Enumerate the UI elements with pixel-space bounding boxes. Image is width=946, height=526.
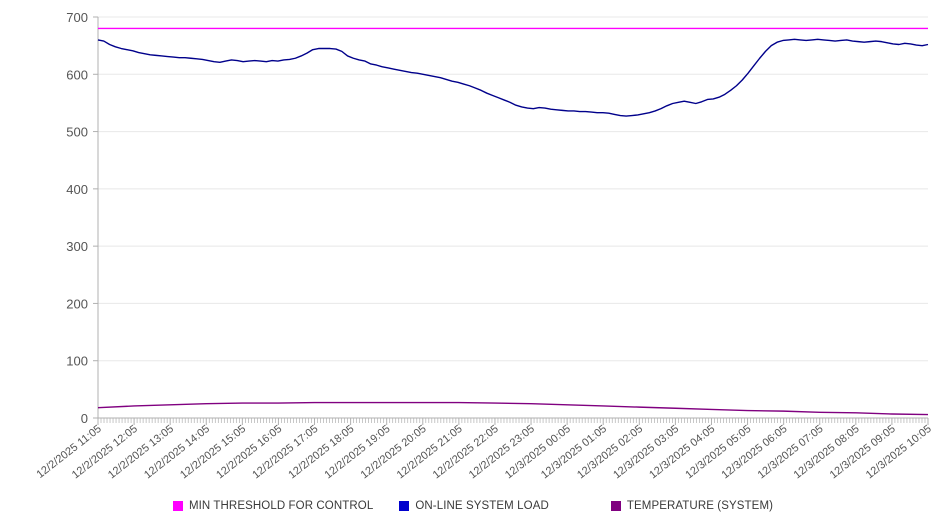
data-series-group bbox=[97, 27, 929, 416]
y-axis-tick-label: 500 bbox=[66, 125, 88, 140]
y-axis-tick-label: 400 bbox=[66, 182, 88, 197]
y-axis-tick-label: 100 bbox=[66, 354, 88, 369]
x-axis-tick-label: 12/2/2025 12:05 bbox=[70, 423, 140, 481]
x-axis-tick-label: 12/3/2025 02:05 bbox=[575, 423, 645, 481]
x-axis-tick-label: 12/3/2025 04:05 bbox=[647, 423, 717, 481]
x-axis-tick-label: 12/2/2025 23:05 bbox=[467, 423, 537, 481]
x-axis-tick-label: 12/2/2025 21:05 bbox=[395, 423, 465, 481]
x-axis-tick-label: 12/3/2025 06:05 bbox=[719, 423, 789, 481]
x-axis-tick-label: 12/2/2025 14:05 bbox=[142, 423, 212, 481]
x-axis-tick-label: 12/2/2025 18:05 bbox=[286, 423, 356, 481]
chart-legend: MIN THRESHOLD FOR CONTROL ON-LINE SYSTEM … bbox=[0, 494, 946, 518]
x-axis-tick-label: 12/3/2025 09:05 bbox=[828, 423, 898, 481]
x-axis-tick-label: 12/2/2025 20:05 bbox=[359, 423, 429, 481]
y-axis-tick-label: 700 bbox=[66, 10, 88, 25]
legend-item[interactable]: ON-LINE SYSTEM LOAD bbox=[399, 500, 549, 512]
x-axis-minor-ticks bbox=[97, 418, 929, 425]
legend-label: MIN THRESHOLD FOR CONTROL bbox=[188, 500, 374, 512]
x-axis-tick-label: 12/3/2025 01:05 bbox=[539, 423, 609, 481]
legend-label: ON-LINE SYSTEM LOAD bbox=[415, 500, 549, 512]
x-axis-tick-label: 12/2/2025 16:05 bbox=[214, 423, 284, 481]
x-axis-tick-label: 12/3/2025 08:05 bbox=[792, 423, 862, 481]
legend-item[interactable]: MIN THRESHOLD FOR CONTROL bbox=[172, 500, 374, 512]
x-axis-tick-label: 12/2/2025 22:05 bbox=[431, 423, 501, 481]
x-axis-tick-label: 12/3/2025 10:05 bbox=[864, 423, 934, 481]
series-line bbox=[97, 401, 929, 416]
y-axis-tick-label: 200 bbox=[66, 296, 88, 311]
x-axis-tick-label: 12/3/2025 07:05 bbox=[756, 423, 826, 481]
x-axis-tick-label: 12/3/2025 03:05 bbox=[611, 423, 681, 481]
legend-color-swatch bbox=[610, 501, 621, 511]
legend-color-swatch bbox=[172, 501, 183, 511]
x-axis-tick-label: 12/2/2025 13:05 bbox=[106, 423, 176, 481]
legend-label: TEMPERATURE (SYSTEM) bbox=[626, 500, 774, 512]
x-axis-tick-label: 12/2/2025 19:05 bbox=[322, 423, 392, 481]
y-axis-tick-label: 0 bbox=[81, 411, 88, 426]
legend-color-swatch bbox=[399, 501, 410, 511]
series-line bbox=[97, 38, 929, 117]
y-axis-labels: 0 100 200 300 400 500 600 700 bbox=[66, 10, 88, 426]
gridlines bbox=[98, 16, 928, 419]
y-axis-tick-label: 600 bbox=[66, 67, 88, 82]
plot-area: 0 100 200 300 400 500 600 700 12/2/2025 11:0512… bbox=[34, 10, 933, 481]
y-axis-tick-label: 300 bbox=[66, 239, 88, 254]
y-axis-ticks bbox=[93, 16, 98, 419]
x-axis-tick-label: 12/3/2025 00:05 bbox=[503, 423, 573, 481]
legend-item[interactable]: TEMPERATURE (SYSTEM) bbox=[610, 500, 774, 512]
x-axis-tick-label: 12/2/2025 15:05 bbox=[178, 423, 248, 481]
x-axis-tick-label: 12/3/2025 05:05 bbox=[683, 423, 753, 481]
x-axis-tick-label: 12/2/2025 17:05 bbox=[250, 423, 320, 481]
